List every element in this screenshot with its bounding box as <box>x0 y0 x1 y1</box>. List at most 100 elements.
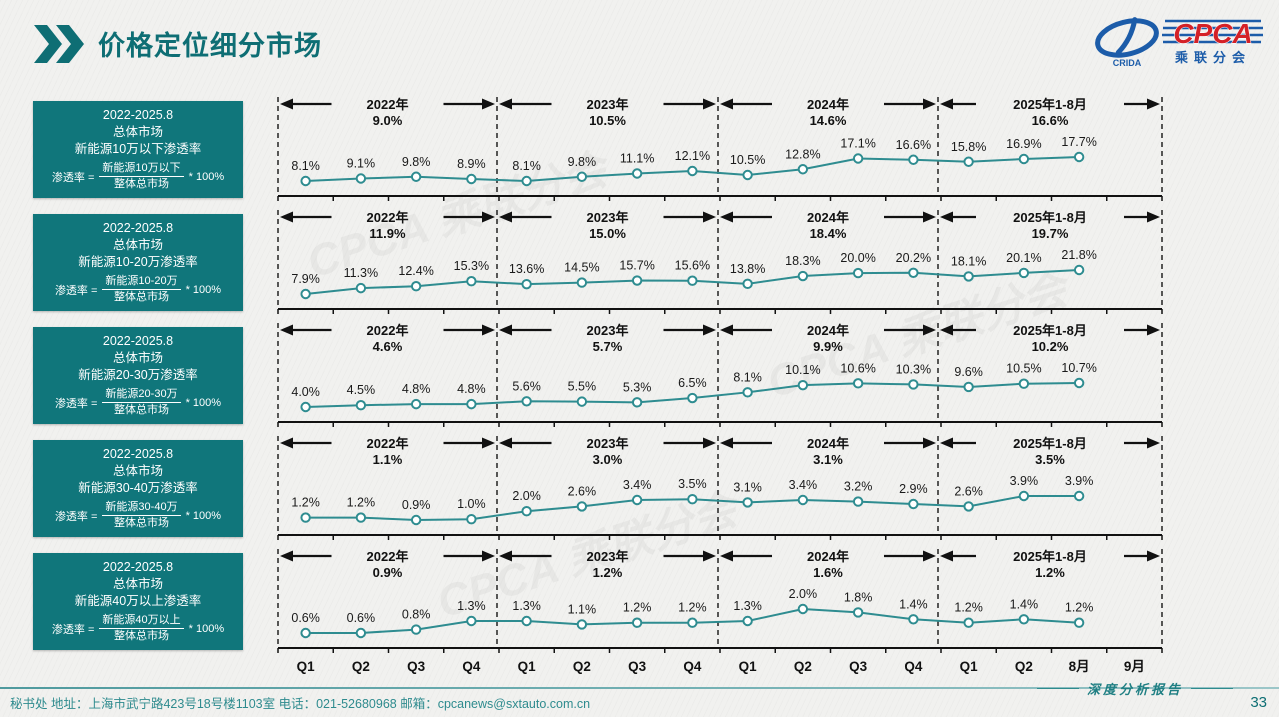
period-average-label: 9.9% <box>813 339 843 354</box>
period-average-label: 4.6% <box>373 339 403 354</box>
data-point-marker <box>521 278 532 290</box>
title-chevrons-icon <box>34 24 84 63</box>
x-axis-label: Q1 <box>739 659 758 674</box>
arrow-right-icon <box>482 98 495 110</box>
data-point-marker <box>742 278 753 290</box>
data-point-marker <box>355 173 367 184</box>
data-point-label: 9.8% <box>402 155 431 169</box>
period-year-label: 2023年 <box>587 210 629 225</box>
data-point-label: 6.5% <box>678 376 707 390</box>
penetration-formula: 渗透率 = 新能源20-30万 整体总市场 * 100% <box>54 387 222 417</box>
arrow-right-icon <box>923 437 936 449</box>
penetration-line-chart: 2022年0.9%2023年1.2%2024年1.6%2025年1-8月1.2%… <box>277 549 1163 674</box>
data-point-marker <box>410 281 422 292</box>
x-axis-label: Q1 <box>960 659 979 674</box>
period-average-label: 19.7% <box>1032 226 1069 241</box>
segment-row: 2022-2025.8 总体市场 新能源40万以上渗透率 渗透率 = 新能源40… <box>33 545 1179 682</box>
data-point-marker <box>1018 490 1030 502</box>
data-point-marker <box>742 615 753 627</box>
arrow-left-icon <box>720 98 733 110</box>
data-point-label: 12.1% <box>675 149 710 163</box>
data-point-marker <box>963 501 974 512</box>
arrow-left-icon <box>280 98 293 110</box>
period-year-label: 2024年 <box>807 97 849 112</box>
penetration-formula: 渗透率 = 新能源40万以上 整体总市场 * 100% <box>51 613 225 643</box>
arrow-right-icon <box>703 211 716 223</box>
data-point-marker <box>1073 617 1085 628</box>
data-point-marker <box>300 401 311 413</box>
data-point-label: 3.4% <box>623 478 652 492</box>
arrow-left-icon <box>280 324 293 336</box>
data-point-label: 9.8% <box>568 155 597 169</box>
data-point-marker <box>410 514 422 526</box>
segment-market: 总体市场 <box>112 238 163 253</box>
arrow-right-icon <box>1147 437 1160 449</box>
period-year-label: 2024年 <box>807 210 849 225</box>
data-point-label: 11.3% <box>344 266 379 280</box>
segment-row: 2022-2025.8 总体市场 新能源20-30万渗透率 渗透率 = 新能源2… <box>33 319 1179 432</box>
arrow-right-icon <box>1147 550 1160 562</box>
penetration-formula: 渗透率 = 新能源30-40万 整体总市场 * 100% <box>54 500 222 530</box>
period-year-label: 2024年 <box>807 549 849 564</box>
data-point-label: 2.9% <box>899 482 928 496</box>
footer-dash-right <box>1191 688 1233 689</box>
data-point-label: 17.1% <box>840 137 875 151</box>
period-year-label: 2022年 <box>367 97 409 112</box>
penetration-formula: 渗透率 = 新能源10万以下 整体总市场 * 100% <box>51 161 225 191</box>
data-point-label: 4.8% <box>457 382 486 396</box>
data-point-marker <box>797 494 809 506</box>
data-point-label: 10.6% <box>840 361 875 375</box>
segment-market: 总体市场 <box>112 464 163 479</box>
data-point-marker <box>300 288 311 300</box>
arrow-left-icon <box>280 211 293 223</box>
data-point-label: 16.9% <box>1006 137 1041 151</box>
data-point-label: 5.5% <box>568 380 597 394</box>
period-year-label: 2023年 <box>587 549 629 564</box>
segment-market: 总体市场 <box>112 577 163 592</box>
data-point-marker <box>852 267 864 279</box>
data-point-marker <box>797 164 809 175</box>
period-year-label: 2022年 <box>367 436 409 451</box>
x-axis-label: Q4 <box>462 659 481 674</box>
data-point-label: 20.2% <box>896 251 931 265</box>
arrow-right-icon <box>1147 211 1160 223</box>
data-point-label: 3.2% <box>844 480 873 494</box>
data-point-marker <box>908 614 919 625</box>
data-point-marker <box>1073 264 1085 276</box>
data-point-marker <box>852 153 864 164</box>
segment-row: 2022-2025.8 总体市场 新能源10万以下渗透率 渗透率 = 新能源10… <box>33 93 1179 206</box>
period-average-label: 15.0% <box>589 226 626 241</box>
data-point-label: 1.2% <box>291 496 320 510</box>
period-year-label: 2025年1-8月 <box>1013 97 1087 112</box>
period-average-label: 1.6% <box>813 565 843 580</box>
segment-label-box: 2022-2025.8 总体市场 新能源20-30万渗透率 渗透率 = 新能源2… <box>33 327 243 424</box>
arrow-left-icon <box>280 437 293 449</box>
arrow-left-icon <box>499 98 512 110</box>
data-point-label: 1.3% <box>512 599 541 613</box>
data-point-marker <box>631 168 643 179</box>
period-average-label: 11.9% <box>369 226 406 241</box>
data-point-marker <box>1073 151 1085 163</box>
period-average-label: 3.1% <box>813 452 843 467</box>
data-point-marker <box>521 175 532 187</box>
arrow-left-icon <box>940 98 953 110</box>
data-point-label: 0.8% <box>402 608 431 622</box>
data-point-marker <box>466 173 477 185</box>
data-point-label: 1.1% <box>568 602 597 616</box>
data-point-marker <box>410 398 422 410</box>
arrow-right-icon <box>703 437 716 449</box>
data-point-marker <box>576 396 588 407</box>
data-point-label: 2.0% <box>789 587 818 601</box>
segment-row: 2022-2025.8 总体市场 新能源30-40万渗透率 渗透率 = 新能源3… <box>33 432 1179 545</box>
arrow-left-icon <box>720 550 733 562</box>
data-point-label: 3.9% <box>1010 474 1039 488</box>
data-point-label: 10.5% <box>1006 362 1041 376</box>
penetration-line-chart: 2022年9.0%2023年10.5%2024年14.6%2025年1-8月16… <box>277 97 1163 201</box>
data-point-label: 16.6% <box>896 138 931 152</box>
segment-label-box: 2022-2025.8 总体市场 新能源10万以下渗透率 渗透率 = 新能源10… <box>33 101 243 198</box>
logo-subtitle-text: 乘联分会 <box>1174 50 1251 65</box>
data-point-label: 10.5% <box>730 153 765 167</box>
arrow-right-icon <box>703 98 716 110</box>
arrow-left-icon <box>940 324 953 336</box>
